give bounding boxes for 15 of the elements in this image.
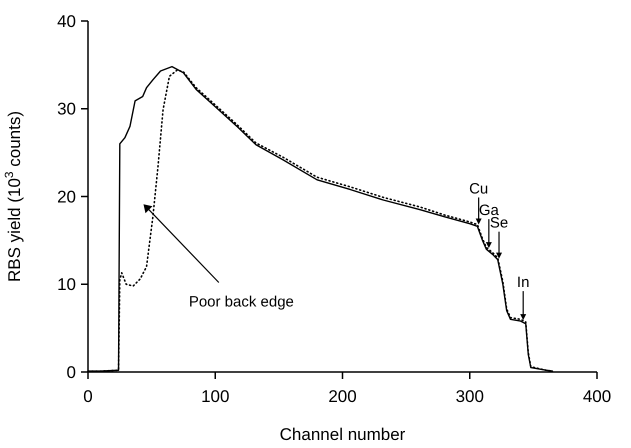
x-axis-title: Channel number [280, 425, 406, 444]
x-tick-label: 300 [456, 387, 484, 406]
annotation: In [516, 274, 530, 292]
x-tick-label: 100 [201, 387, 230, 406]
x-tick-label: 0 [83, 387, 93, 406]
y-tick-label: 10 [57, 275, 76, 294]
x-tick-label: 400 [582, 387, 612, 406]
annotation: Poor back edge [188, 293, 294, 310]
y-tick-label: 30 [57, 100, 76, 119]
y-tick-label: 40 [57, 12, 76, 31]
x-tick-label: 200 [328, 387, 357, 406]
annotation: Cu [469, 180, 488, 198]
y-tick-label: 0 [66, 362, 76, 382]
y-tick-label: 20 [57, 187, 76, 206]
annotation: Se [490, 214, 508, 232]
